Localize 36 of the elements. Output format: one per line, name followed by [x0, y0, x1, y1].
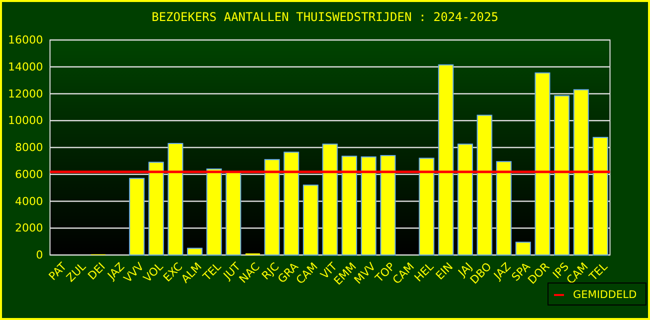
y-tick-label: 2000: [15, 222, 43, 235]
y-tick-label: 0: [36, 248, 43, 262]
legend-label: GEMIDDELD: [573, 289, 637, 301]
y-tick-label: 12000: [8, 87, 43, 100]
bar: [438, 64, 454, 256]
bar: [264, 159, 280, 256]
y-tick-label: 10000: [8, 114, 43, 128]
bar: [534, 72, 550, 256]
x-tick-label: DEI: [85, 260, 108, 282]
bar: [380, 155, 396, 256]
bar: [360, 156, 376, 256]
bar: [476, 114, 492, 256]
bar: [187, 248, 203, 256]
y-tick-label: 14000: [8, 60, 43, 74]
y-tick-label: 16000: [8, 34, 43, 47]
x-tick-label: EIN: [433, 260, 456, 282]
bar: [554, 95, 570, 256]
bar: [592, 136, 608, 256]
bar: [457, 144, 473, 256]
bar: [418, 158, 434, 256]
bar: [496, 161, 512, 256]
y-tick-label: 4000: [15, 194, 43, 208]
bar: [515, 242, 531, 256]
bar: [322, 144, 338, 256]
y-tick-label: 6000: [15, 168, 43, 181]
bar: [573, 89, 589, 256]
bar: [226, 171, 242, 256]
bar: [129, 178, 145, 256]
bar: [342, 156, 358, 256]
bar: [148, 162, 164, 256]
chart-title: BEZOEKERS AANTALLEN THUISWEDSTRIJDEN : 2024-2025: [152, 10, 498, 24]
bar: [284, 152, 300, 256]
y-tick-label: 8000: [15, 141, 43, 154]
bar: [168, 142, 184, 256]
bar: [302, 184, 318, 256]
bar: [206, 168, 222, 256]
